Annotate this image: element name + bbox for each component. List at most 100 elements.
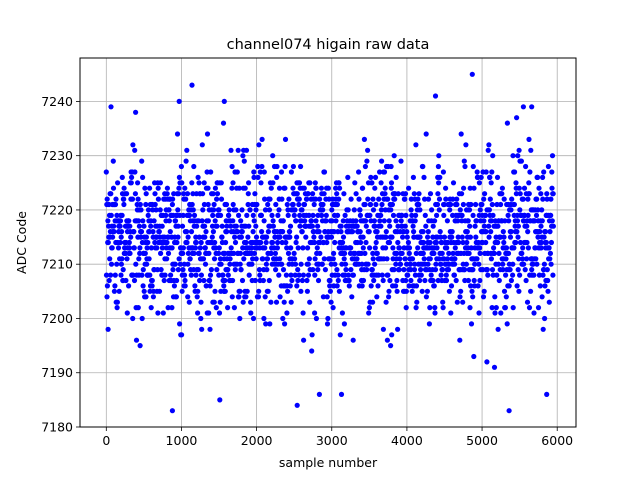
data-point: [184, 229, 190, 235]
data-point: [212, 218, 218, 224]
data-point: [258, 180, 264, 186]
data-point: [197, 245, 203, 251]
data-point: [282, 185, 288, 191]
data-point: [256, 267, 262, 273]
data-point: [196, 234, 202, 240]
data-point: [494, 174, 501, 180]
data-point: [462, 277, 468, 284]
data-point: [200, 207, 206, 213]
data-point: [394, 277, 400, 284]
data-point: [276, 272, 282, 278]
data-point: [259, 163, 265, 170]
data-point: [362, 201, 368, 208]
data-point: [179, 223, 186, 229]
data-point: [286, 196, 292, 202]
data-point: [424, 288, 430, 294]
data-point: [314, 245, 320, 251]
data-point: [147, 272, 153, 278]
data-point: [227, 261, 233, 267]
data-point: [502, 218, 508, 224]
data-point: [294, 191, 300, 197]
data-point: [388, 163, 394, 170]
data-point: [451, 272, 457, 278]
data-point: [406, 283, 412, 289]
data-point: [404, 234, 410, 240]
data-point: [473, 234, 479, 240]
data-point: [395, 326, 401, 332]
data-point: [316, 391, 322, 397]
data-point: [515, 223, 522, 229]
data-point: [542, 315, 548, 322]
data-point: [178, 163, 184, 170]
data-point: [148, 223, 154, 229]
data-point: [264, 267, 270, 273]
data-point: [254, 201, 260, 208]
data-point: [359, 261, 365, 267]
data-point: [508, 277, 514, 284]
data-point: [369, 267, 375, 273]
data-point: [511, 201, 517, 208]
data-point: [477, 207, 483, 213]
data-point: [108, 261, 115, 267]
data-point: [213, 305, 219, 311]
data-point: [339, 261, 345, 267]
data-point: [423, 294, 429, 300]
outlier-point: [338, 391, 345, 397]
data-point: [449, 229, 455, 235]
data-point: [436, 196, 443, 202]
data-point: [537, 283, 543, 289]
data-point: [547, 229, 553, 235]
data-point: [358, 239, 364, 246]
data-point: [154, 245, 160, 251]
data-point: [114, 212, 120, 218]
data-point: [221, 283, 227, 289]
data-point: [171, 191, 177, 197]
data-point: [230, 180, 236, 186]
data-point: [374, 294, 380, 300]
data-point: [250, 229, 256, 235]
data-point: [285, 250, 292, 256]
data-point: [365, 196, 371, 202]
data-point: [334, 283, 340, 289]
data-point: [115, 180, 121, 186]
data-point: [363, 223, 369, 229]
data-point: [103, 272, 110, 278]
data-point: [413, 212, 419, 218]
data-point: [450, 250, 456, 256]
data-point: [313, 218, 319, 224]
data-points: [103, 71, 557, 414]
data-point: [282, 136, 289, 142]
data-point: [387, 277, 393, 284]
data-point: [225, 305, 231, 311]
data-point: [380, 277, 386, 284]
data-point: [179, 332, 185, 338]
data-point: [483, 229, 489, 235]
data-point: [498, 201, 504, 208]
data-point: [278, 169, 285, 175]
data-point: [471, 277, 477, 284]
data-point: [473, 218, 480, 224]
data-point: [243, 147, 250, 153]
data-point: [402, 191, 409, 197]
data-point: [303, 234, 309, 240]
data-point: [196, 180, 202, 186]
data-point: [161, 277, 167, 284]
data-point: [243, 294, 249, 300]
data-point: [463, 142, 469, 148]
data-point: [284, 310, 290, 316]
data-point: [107, 256, 113, 262]
data-point: [264, 256, 271, 262]
data-point: [528, 288, 534, 294]
data-point: [440, 169, 446, 175]
data-point: [240, 299, 246, 305]
data-point: [416, 191, 422, 197]
data-point: [455, 234, 461, 240]
data-point: [353, 218, 359, 224]
data-point: [405, 272, 411, 278]
x-tick-label: 4000: [391, 433, 423, 448]
data-point: [452, 245, 458, 251]
data-point: [341, 191, 347, 197]
data-point: [199, 326, 205, 332]
data-point: [273, 299, 280, 305]
data-point: [152, 201, 158, 208]
